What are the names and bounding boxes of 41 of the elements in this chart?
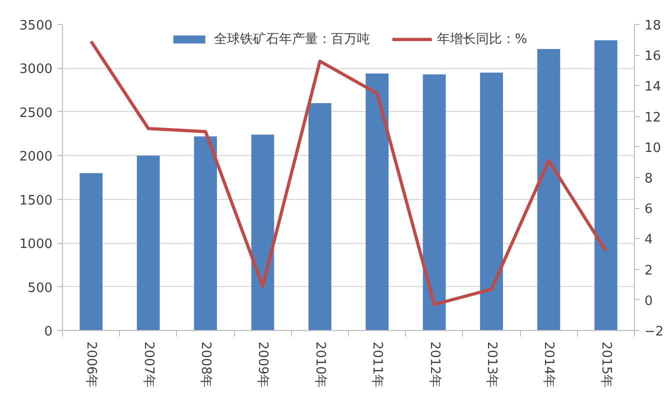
y2-tick-label: −2 (644, 324, 664, 340)
bar (80, 173, 103, 330)
x-tick-label: 2009年 (255, 342, 270, 388)
y-tick-label: 0 (44, 324, 53, 340)
bar (251, 134, 274, 330)
y2-tick-label: 0 (644, 294, 653, 309)
y-tick-label: 1500 (19, 193, 53, 208)
legend-label: 年增长同比：% (436, 31, 528, 48)
y-tick-label: 1000 (19, 237, 53, 252)
y2-tick-label: 8 (644, 172, 653, 186)
x-tick-label: 2011年 (370, 342, 385, 388)
bar (594, 40, 618, 330)
x-tick-label: 2008年 (198, 342, 213, 388)
bar (136, 156, 160, 330)
y2-tick-label: 18 (644, 18, 662, 34)
x-tick-label: 2010年 (312, 342, 328, 388)
bar (194, 136, 217, 330)
y-tick-label: 2000 (19, 150, 53, 165)
x-tick-label: 2006年 (84, 342, 99, 388)
y2-tick-label: 14 (644, 80, 662, 95)
x-tick-label: 2014年 (541, 342, 556, 388)
bar (480, 72, 503, 330)
x-tick-label: 2012年 (426, 342, 442, 388)
y2-tick-label: 4 (644, 232, 653, 248)
y2-tick-label: 16 (644, 49, 662, 64)
y-tick-label: 2500 (19, 106, 53, 121)
x-tick-label: 2013年 (484, 342, 499, 388)
y2-tick-label: 12 (644, 110, 662, 126)
y-tick-label: 500 (28, 280, 53, 296)
x-tick-label: 2015年 (598, 342, 614, 388)
y-tick-label: 3500 (19, 18, 53, 34)
y2-tick-label: 2 (644, 263, 653, 278)
y2-tick-label: 10 (644, 140, 662, 156)
y2-tick-label: 6 (644, 202, 653, 218)
bar (537, 48, 560, 330)
bar (422, 74, 446, 330)
legend-label: 全球铁矿石年产量：百万吨 (214, 31, 370, 48)
y-tick-label: 3000 (19, 62, 53, 78)
bar (366, 73, 389, 330)
x-tick-label: 2007年 (140, 342, 156, 388)
bar (308, 103, 332, 330)
